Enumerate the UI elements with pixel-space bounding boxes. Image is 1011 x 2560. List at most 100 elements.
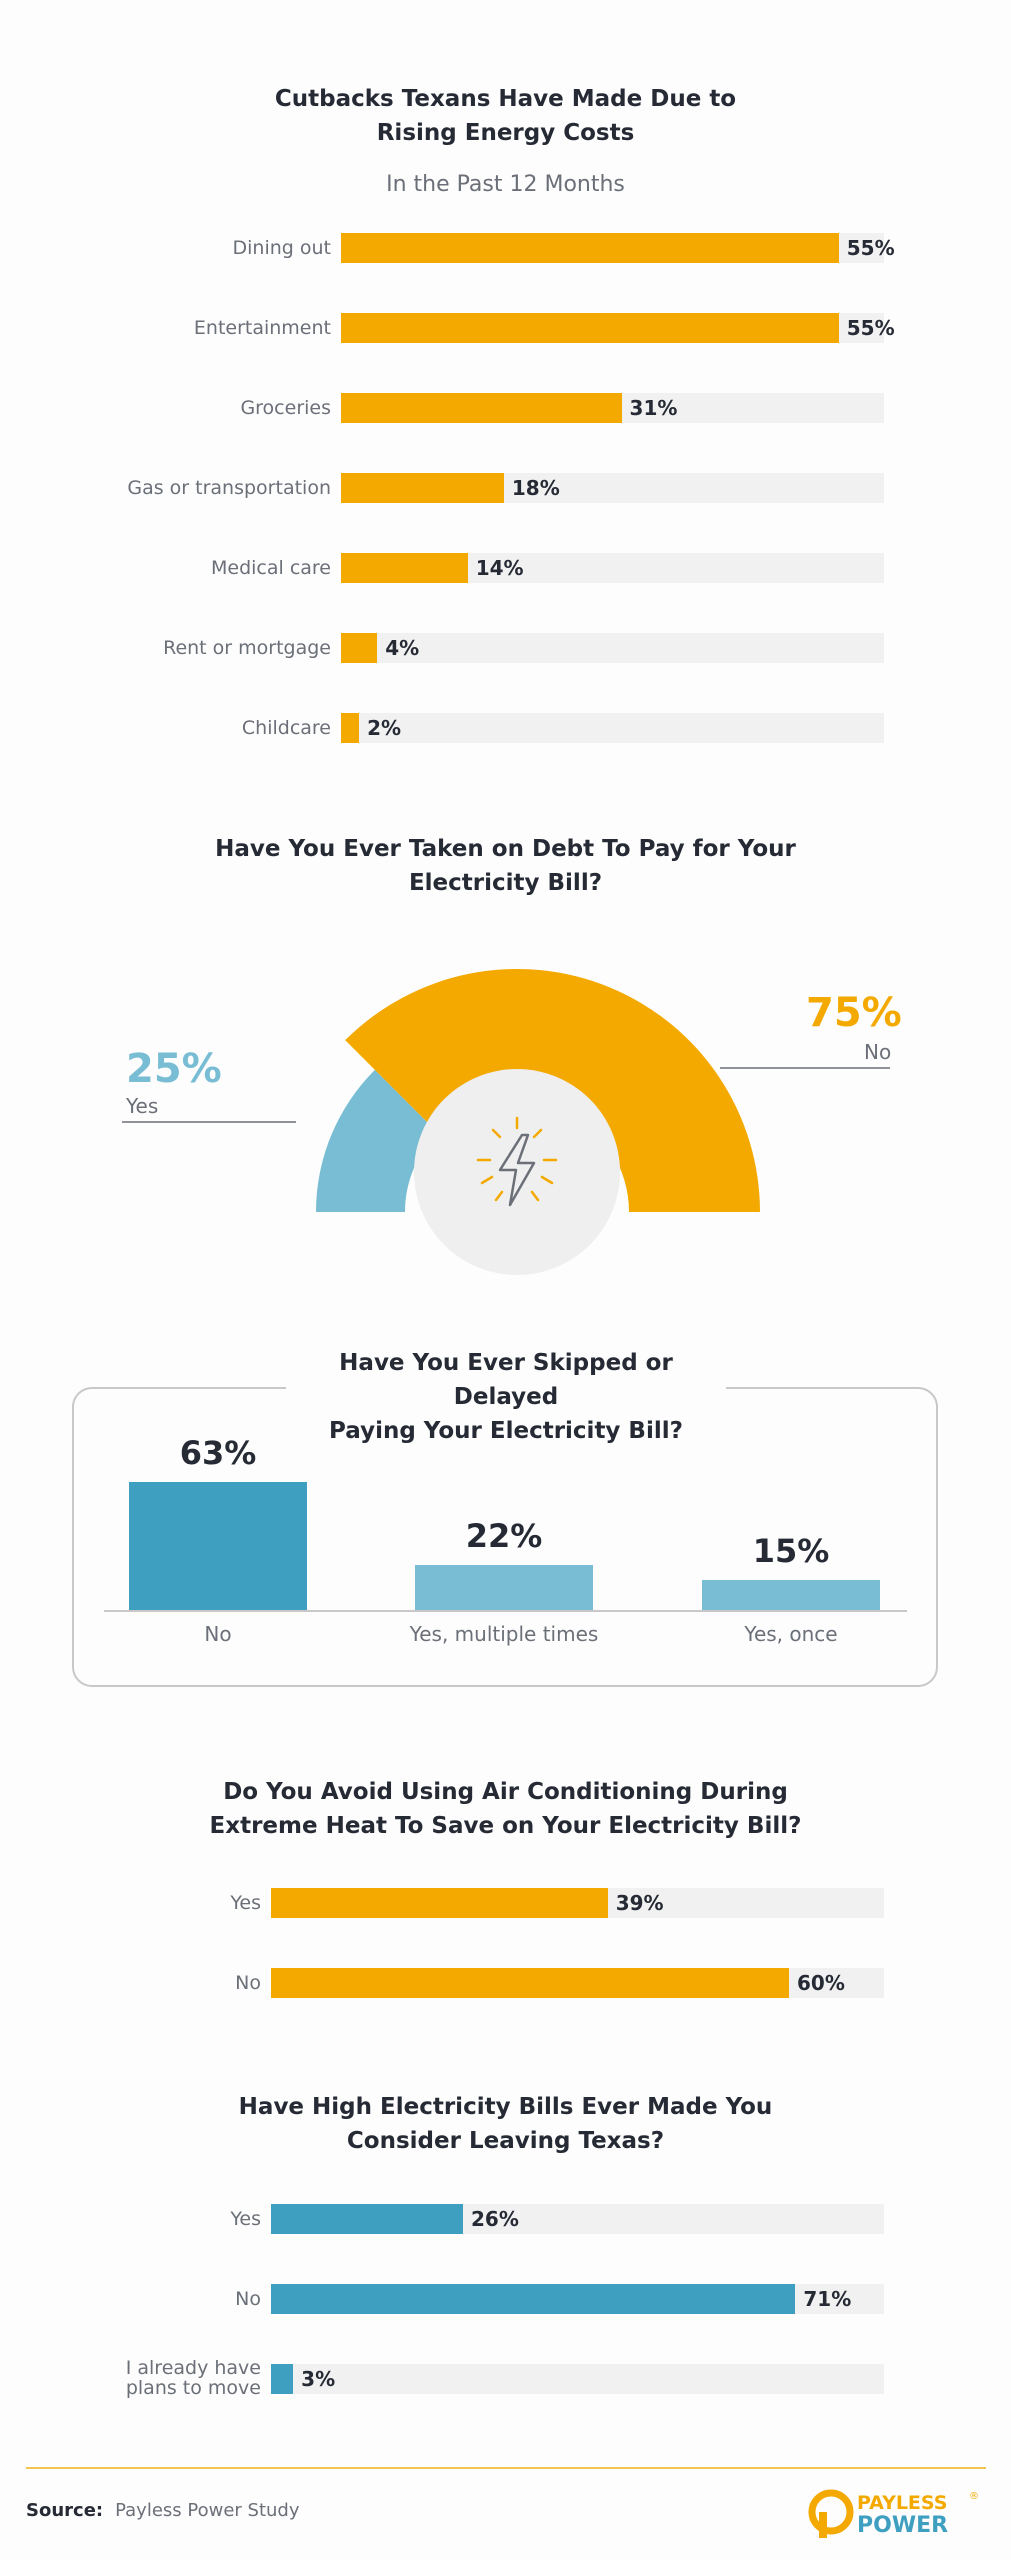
bar [341,393,622,423]
gauge-pct-no: 75% [806,990,902,1036]
category-label-line: plans to move [125,2377,261,2399]
category-label-line: Yes [230,1892,261,1914]
category-label-line: Gas or transportation [127,477,331,499]
bar-row: I already have plans to move 3% [0,2358,1011,2398]
bar [702,1579,880,1610]
bar [341,633,378,663]
bar-track [341,553,884,583]
debt-gauge-chart [122,969,890,1275]
category-label: No [204,1622,232,1646]
bar [271,2364,294,2394]
bar [341,553,468,583]
category-label-line: Yes [230,2208,261,2230]
bar-track [271,1968,884,1998]
bar-track [341,393,884,423]
gauge-label-yes: Yes [126,1094,159,1118]
bar-row: Yes 26% [0,2204,1011,2234]
category-label: No [235,2284,261,2314]
gauge-label-no: No [864,1040,892,1064]
bar-row: Groceries 31% [0,393,1011,423]
chart4-title: Do You Avoid Using Air Conditioning Duri… [209,1779,802,1839]
category-label-line: No [235,2288,261,2310]
category-label: Yes, multiple times [409,1622,599,1646]
bar-row: No 71% [0,2284,1011,2314]
bar-track [271,2364,884,2394]
value-label: 3% [301,2367,336,2391]
value-label: 2% [367,716,402,740]
bar-row: Childcare 2% [0,713,1011,743]
value-label: 15% [752,1531,830,1570]
bar-row: No 60% [0,1968,1011,1998]
value-label: 60% [797,1971,845,1995]
source-line: Source: Payless Power Study [26,2500,300,2521]
bar [129,1482,307,1610]
chart3-title: Have You Ever Skipped or Delayed Paying … [286,1346,726,1448]
bar-row: Yes 39% [0,1888,1011,1918]
category-label: Medical care [211,553,331,583]
bar-track [271,1888,884,1918]
bar [271,2284,796,2314]
bar [341,233,839,263]
bar-row: Rent or mortgage 4% [0,633,1011,663]
bar [271,2204,464,2234]
category-label-line: Groceries [240,397,331,419]
value-label: 55% [846,316,895,340]
category-label-line: Entertainment [193,317,331,339]
category-label: Entertainment [194,313,331,343]
category-label: Rent or mortgage [163,633,331,663]
gauge-pct-yes: 25% [126,1046,222,1092]
category-label-line: Medical care [210,557,331,579]
value-label: 63% [179,1434,257,1472]
value-label: 22% [465,1517,543,1556]
payless-power-logo: PAYLESS POWER ® [808,2489,979,2538]
category-label: Groceries [240,393,331,423]
value-label: 18% [511,476,560,500]
bar [271,1968,790,1998]
chart3-baseline [104,1610,907,1612]
category-label: Dining out [233,233,332,263]
bar-track [341,313,884,343]
chart1-title: Cutbacks Texans Have Made Due to Rising … [274,86,737,146]
gauge-slice-yes [316,1069,438,1212]
bar [341,713,360,743]
bar [271,1888,608,1918]
bar-track [341,233,884,263]
category-label-line: Dining out [232,237,332,259]
bar-track [271,2284,884,2314]
category-label: No [235,1968,261,1998]
category-label-line: I already have [125,2357,261,2379]
bar-row: Gas or transportation 18% [0,473,1011,503]
bar-row: Medical care 14% [0,553,1011,583]
bar [341,313,839,343]
logo-registered-mark: ® [969,2491,979,2502]
bar-track [341,473,884,503]
footer-divider [26,2467,986,2469]
logo-text-bottom: POWER [857,2513,948,2538]
category-label-line: No [235,1972,261,1994]
category-label-line: Childcare [241,717,331,739]
category-label: Yes, once [744,1622,838,1646]
logo-text-top: PAYLESS [857,2492,947,2514]
value-label: 14% [475,556,524,580]
bar-row: Dining out 55% [0,233,1011,263]
bar-track [341,633,884,663]
value-label: 4% [385,636,420,660]
value-label: 71% [803,2287,852,2311]
chart5-title: Have High Electricity Bills Ever Made Yo… [238,2094,773,2154]
bar-row: Entertainment 55% [0,313,1011,343]
bar [341,473,504,503]
chart1-subtitle: In the Past 12 Months [386,172,625,197]
bar [415,1565,593,1610]
category-label-line: Rent or mortgage [163,637,331,659]
category-label: Childcare [242,713,331,743]
value-label: 39% [615,1891,664,1915]
category-label: I already have plans to move [126,2358,261,2398]
category-label: Yes [230,1888,261,1918]
chart2-title: Have You Ever Taken on Debt To Pay for Y… [215,836,796,896]
source-text: Payless Power Study [115,2500,300,2521]
value-label: 55% [846,236,895,260]
value-label: 26% [471,2207,519,2231]
category-label: Yes [230,2204,261,2234]
bar-track [341,713,884,743]
category-label: Gas or transportation [127,473,331,503]
